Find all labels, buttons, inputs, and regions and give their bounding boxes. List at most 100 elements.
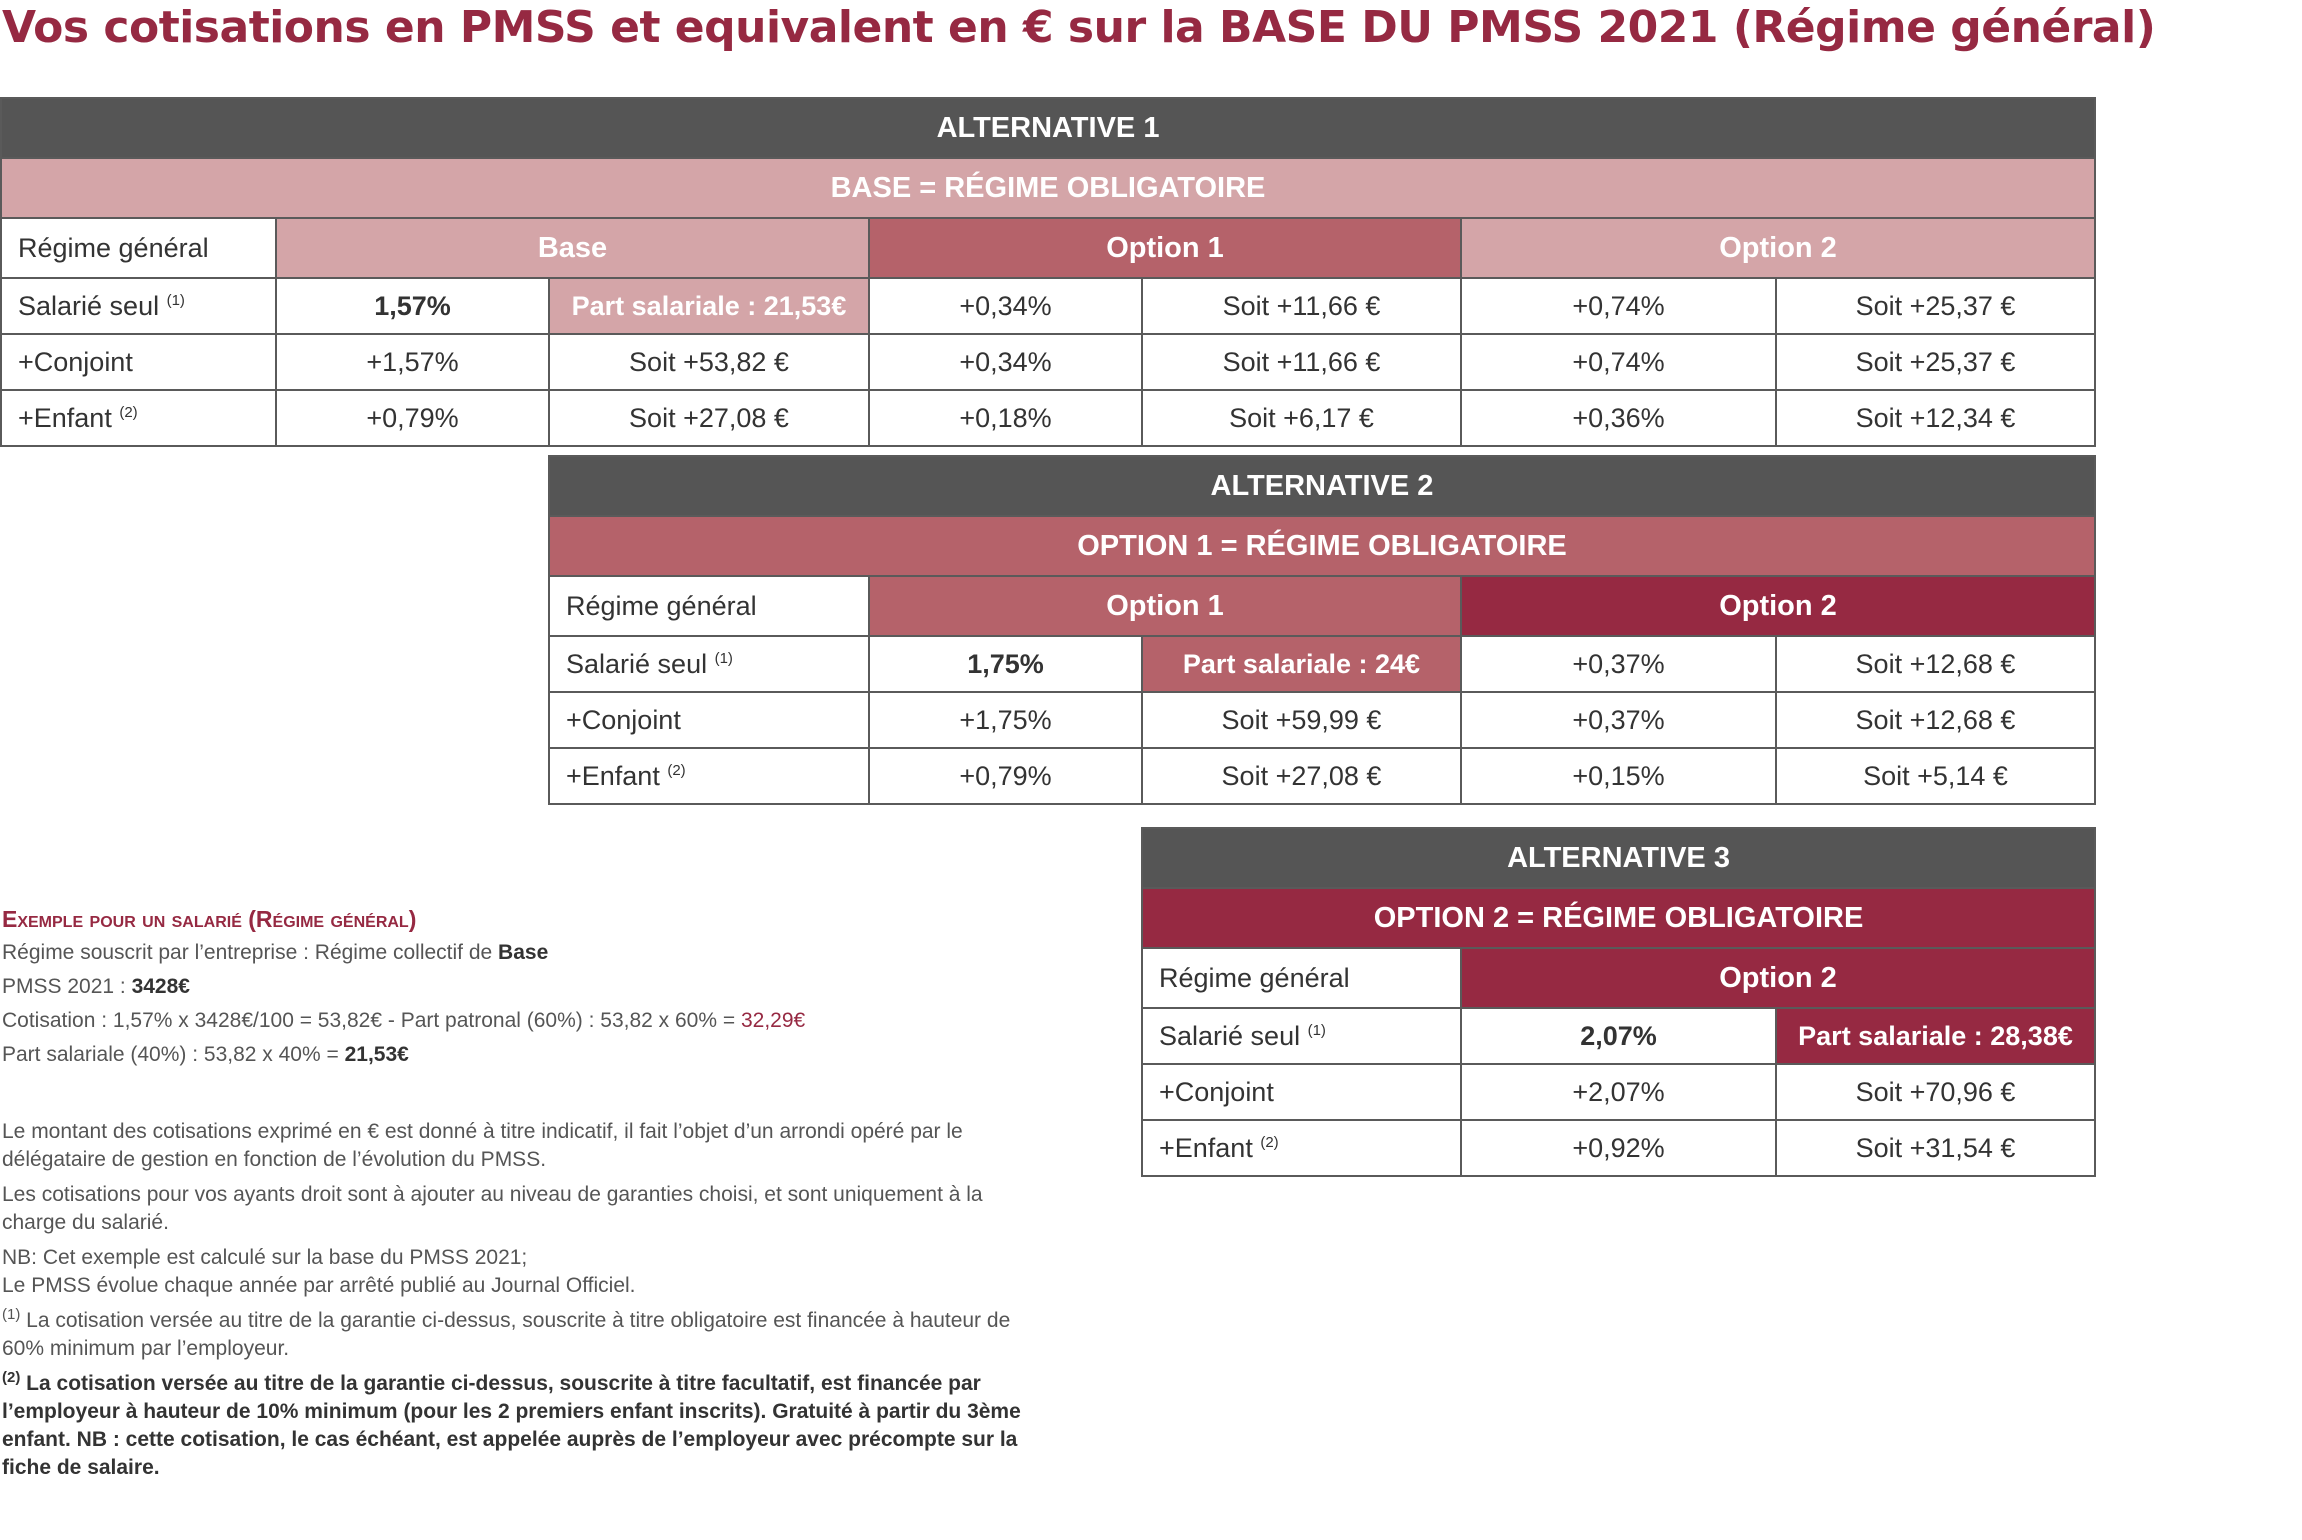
row-label: Salarié seul <box>18 290 160 321</box>
alt2-subheader: OPTION 1 = RÉGIME OBLIGATOIRE <box>548 515 2096 577</box>
row-label: +Enfant <box>1159 1132 1253 1163</box>
table-row: +Conjoint +1,75% Soit +59,99 € +0,37% So… <box>548 691 2096 749</box>
table-row: Salarié seul (1) 2,07% Part salariale : … <box>1141 1007 2097 1065</box>
cell-opt1-pct: +0,79% <box>868 747 1143 805</box>
row-label: +Enfant <box>18 402 112 433</box>
cell-opt2-eur: Soit +25,37 € <box>1774 277 2097 335</box>
example-line-2: PMSS 2021 : 3428€ <box>2 970 1037 1004</box>
footnote-marker: (1) <box>2 1306 21 1323</box>
cell-opt2-eur: Soit +25,37 € <box>1774 333 2097 391</box>
footnote-marker: (1) <box>714 649 733 667</box>
cell-opt2-eur: Part salariale : 28,38€ <box>1774 1007 2097 1065</box>
table-row: +Conjoint +2,07% Soit +70,96 € <box>1141 1063 2097 1121</box>
table-row: Salarié seul (1) 1,57% Part salariale : … <box>0 277 2097 335</box>
cell-opt2-eur: Soit +12,68 € <box>1775 635 2096 693</box>
note-paragraph: Le montant des cotisations exprimé en € … <box>2 1120 963 1171</box>
example-line-1: Régime souscrit par l’entreprise : Régim… <box>2 936 1037 970</box>
footnote-marker: (2) <box>119 403 138 421</box>
cell-opt1-eur: Soit +6,17 € <box>1141 389 1462 447</box>
footnote-marker: (2) <box>2 1369 21 1386</box>
example-text: Part salariale (40%) : 53,82 x 40% = <box>2 1043 345 1066</box>
example-highlight: 32,29€ <box>740 1009 806 1032</box>
row-label: +Conjoint <box>0 333 277 391</box>
cell-base-eur: Part salariale : 21,53€ <box>548 277 870 335</box>
example-text: Cotisation : 1,57% x 3428€/100 = 53,82€ … <box>2 1009 741 1032</box>
note-paragraph: Les cotisations pour vos ayants droit so… <box>2 1183 983 1234</box>
example-bold: 3428€ <box>131 975 190 998</box>
alt3-col-option2: Option 2 <box>1459 947 2097 1009</box>
example-title: Exemple pour un salarié (Régime général) <box>2 906 417 932</box>
note-text: La cotisation versée au titre de la gara… <box>2 1372 1021 1479</box>
cell-opt1-eur: Soit +27,08 € <box>1141 747 1462 805</box>
footnote-1: (1) La cotisation versée au titre de la … <box>2 1307 1034 1363</box>
example-highlight: 21,53€ <box>344 1043 409 1066</box>
cell-base-eur: Soit +53,82 € <box>548 333 870 391</box>
cell-base-pct: +0,79% <box>275 389 550 447</box>
notes-section: Le montant des cotisations exprimé en € … <box>2 1118 1034 1489</box>
alt3-header: ALTERNATIVE 3 <box>1140 827 2097 889</box>
alternative-3-table: ALTERNATIVE 3 OPTION 2 = RÉGIME OBLIGATO… <box>1140 827 2097 1177</box>
cell-opt1-pct: 1,75% <box>868 635 1143 693</box>
example-section: Exemple pour un salarié (Régime général)… <box>2 902 1037 1072</box>
cell-opt1-eur: Soit +59,99 € <box>1141 691 1462 749</box>
example-text: Régime souscrit par l’entreprise : Régim… <box>2 941 499 964</box>
row-label: +Enfant <box>566 760 660 791</box>
footnote-marker: (2) <box>1260 1133 1279 1151</box>
alternative-1-table: ALTERNATIVE 1 BASE = RÉGIME OBLIGATOIRE … <box>0 97 2097 447</box>
alt1-col-base: Base <box>275 217 870 279</box>
alt1-header: ALTERNATIVE 1 <box>0 97 2097 159</box>
row-label: Salarié seul <box>1159 1020 1301 1051</box>
cell-opt1-pct: +1,75% <box>868 691 1143 749</box>
example-line-4: Part salariale (40%) : 53,82 x 40% = 21,… <box>2 1038 1037 1072</box>
footnote-marker: (2) <box>667 761 686 779</box>
footnote-marker: (1) <box>166 291 185 309</box>
note-paragraph: NB: Cet exemple est calculé sur la base … <box>2 1244 1034 1272</box>
table-row: +Enfant (2) +0,79% Soit +27,08 € +0,15% … <box>548 747 2096 805</box>
alt2-header: ALTERNATIVE 2 <box>548 455 2096 517</box>
cell-opt2-pct: +0,37% <box>1460 691 1777 749</box>
alt2-row-label-header: Régime général <box>548 575 870 637</box>
cell-opt2-eur: Soit +12,68 € <box>1775 691 2096 749</box>
alt1-row-label-header: Régime général <box>0 217 277 279</box>
footnote-marker: (1) <box>1307 1021 1326 1039</box>
cell-opt2-eur: Soit +12,34 € <box>1774 389 2097 447</box>
footnote-2: (2) La cotisation versée au titre de la … <box>2 1370 1034 1482</box>
alt3-row-label-header: Régime général <box>1141 947 1462 1009</box>
alt2-col-option1: Option 1 <box>868 575 1462 637</box>
example-bold: Base <box>498 941 549 964</box>
note-text: La cotisation versée au titre de la gara… <box>2 1309 1011 1360</box>
example-text: PMSS 2021 : <box>2 975 132 998</box>
row-label: Salarié seul <box>566 648 708 679</box>
cell-opt2-pct: +0,36% <box>1460 389 1777 447</box>
cell-opt2-pct: +0,92% <box>1460 1119 1777 1177</box>
cell-opt2-pct: +2,07% <box>1460 1063 1777 1121</box>
cell-opt2-eur: Soit +5,14 € <box>1775 747 2096 805</box>
cell-opt2-pct: +0,74% <box>1460 277 1777 335</box>
cell-opt2-eur: Soit +70,96 € <box>1774 1063 2097 1121</box>
note-paragraph: Le PMSS évolue chaque année par arrêté p… <box>2 1272 1034 1300</box>
cell-opt1-eur: Part salariale : 24€ <box>1141 635 1462 693</box>
cell-opt2-pct: +0,15% <box>1460 747 1777 805</box>
cell-opt2-pct: 2,07% <box>1460 1007 1777 1065</box>
alt1-col-option2: Option 2 <box>1459 217 2097 279</box>
table-row: +Conjoint +1,57% Soit +53,82 € +0,34% So… <box>0 333 2097 391</box>
table-row: Salarié seul (1) 1,75% Part salariale : … <box>548 635 2096 693</box>
cell-base-eur: Soit +27,08 € <box>548 389 870 447</box>
cell-opt2-eur: Soit +31,54 € <box>1774 1119 2097 1177</box>
cell-opt1-pct: +0,34% <box>868 277 1143 335</box>
alt3-subheader: OPTION 2 = RÉGIME OBLIGATOIRE <box>1140 887 2097 949</box>
cell-opt2-pct: +0,37% <box>1460 635 1777 693</box>
page-title: Vos cotisations en PMSS et equivalent en… <box>2 2 2156 53</box>
alt1-subheader: BASE = RÉGIME OBLIGATOIRE <box>0 157 2097 219</box>
cell-base-pct: +1,57% <box>275 333 550 391</box>
cell-opt2-pct: +0,74% <box>1460 333 1777 391</box>
row-label: +Conjoint <box>548 691 870 749</box>
note-text: NB: Cet exemple est calculé sur la base … <box>2 1246 528 1269</box>
alternative-2-table: ALTERNATIVE 2 OPTION 1 = RÉGIME OBLIGATO… <box>548 455 2096 805</box>
example-line-3: Cotisation : 1,57% x 3428€/100 = 53,82€ … <box>2 1004 1037 1038</box>
row-label: +Conjoint <box>1141 1063 1462 1121</box>
cell-opt1-pct: +0,18% <box>868 389 1143 447</box>
table-row: +Enfant (2) +0,92% Soit +31,54 € <box>1141 1119 2097 1177</box>
cell-base-pct: 1,57% <box>275 277 550 335</box>
table-row: +Enfant (2) +0,79% Soit +27,08 € +0,18% … <box>0 389 2097 447</box>
